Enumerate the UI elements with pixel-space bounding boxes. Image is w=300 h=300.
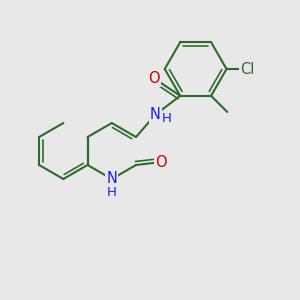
Text: H: H — [107, 186, 117, 199]
Text: O: O — [155, 154, 167, 169]
Text: O: O — [148, 70, 160, 86]
Text: N: N — [106, 172, 117, 187]
Text: H: H — [161, 112, 171, 125]
Text: Cl: Cl — [240, 61, 254, 76]
Text: N: N — [150, 107, 160, 122]
